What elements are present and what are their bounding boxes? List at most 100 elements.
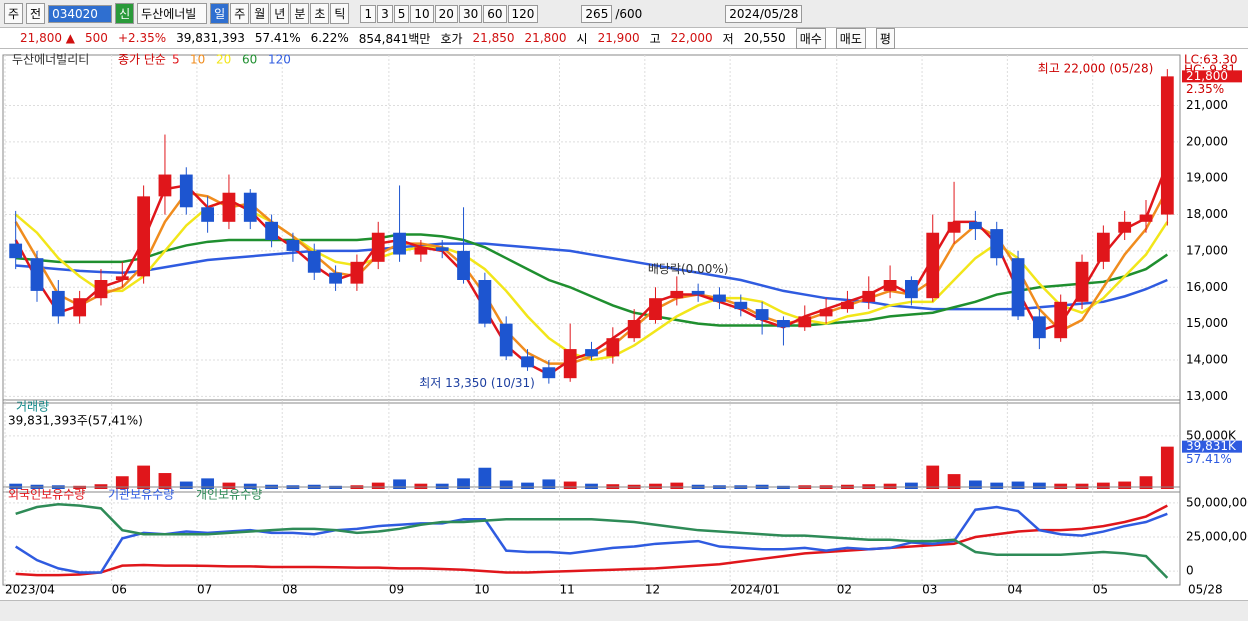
y-tick-label: 21,000: [1186, 98, 1228, 112]
candle-body: [9, 243, 23, 259]
y-tick-label: 14,000: [1186, 353, 1228, 367]
candle-body: [371, 232, 385, 262]
candle-body: [158, 174, 172, 197]
prev[interactable]: 전: [26, 3, 46, 24]
line: [15, 233, 1169, 327]
toolbar-button[interactable]: 5: [393, 4, 410, 23]
volume-bar: [585, 483, 598, 489]
open: 21,900: [597, 31, 640, 45]
y-tick-label: 19,000: [1186, 171, 1228, 185]
count[interactable]: 265: [581, 4, 613, 23]
volume-bar: [670, 482, 684, 489]
y-tick-label: 18,000: [1186, 207, 1228, 221]
candle-body: [563, 349, 577, 379]
candle-body: [457, 250, 470, 280]
candle-body: [1075, 261, 1089, 302]
volume-bar: [883, 483, 897, 489]
buy-button[interactable]: 매수: [795, 27, 826, 49]
candle-body: [926, 232, 940, 299]
volume-bar: [457, 478, 470, 489]
x-tick-label: 03: [922, 583, 937, 597]
candle-body: [201, 207, 215, 222]
panel: [2, 54, 1181, 404]
toolbar-button[interactable]: 분: [290, 3, 310, 24]
rate-label: 2.35%: [1186, 82, 1224, 96]
code-input[interactable]: 034020: [48, 4, 113, 23]
volume-bar: [1118, 481, 1132, 489]
candle-body: [499, 323, 513, 357]
volume: 39,831,393: [176, 31, 245, 45]
candle-body: [542, 367, 556, 379]
volume-bar: [414, 483, 428, 489]
candle-body: [691, 290, 705, 295]
high: 22,000: [670, 31, 713, 45]
volume-bar: [179, 481, 193, 489]
line: [14, 188, 1169, 365]
line: [15, 503, 1169, 579]
toolbar-button[interactable]: 주: [230, 3, 250, 24]
volume-bar: [521, 482, 534, 489]
sell-button[interactable]: 매도: [835, 27, 866, 49]
toolbar-button[interactable]: 30: [458, 4, 483, 23]
x-tick-label: 12: [645, 583, 660, 597]
candle-body: [990, 229, 1004, 259]
candle-body: [1160, 76, 1174, 215]
legend-entry: 10: [190, 53, 205, 67]
avg-button[interactable]: 평: [875, 27, 895, 49]
toolbar-button[interactable]: 일: [210, 3, 230, 24]
volume-bar: [222, 482, 236, 489]
volume-bar: [393, 479, 406, 489]
volume-bar: [1032, 482, 1046, 489]
change: 500: [85, 31, 108, 45]
y-tick-label: 17,000: [1186, 243, 1228, 257]
ma-label: 종가 단순: [118, 53, 166, 67]
toolbar-button[interactable]: 초: [310, 3, 330, 24]
lc-label: LC:63.30: [1184, 53, 1237, 67]
candle-body: [179, 174, 193, 208]
ask: 21,850: [472, 31, 515, 45]
annotation: 최저 13,350 (10/31): [419, 376, 535, 390]
volume-bar: [947, 474, 961, 489]
volume-bar: [1075, 483, 1089, 489]
candle-body: [1054, 301, 1068, 339]
toolbar-button[interactable]: 10: [410, 4, 434, 23]
volume-bar: [115, 476, 129, 489]
annotation: 최고 22,000 (05/28): [1038, 62, 1154, 76]
toolbar-button[interactable]: 20: [434, 4, 458, 23]
line: [15, 242, 1168, 311]
toolbar-button[interactable]: 월: [250, 3, 270, 24]
toolbar-button[interactable]: 1: [360, 4, 377, 23]
toolbar-button[interactable]: 120: [507, 4, 539, 23]
market[interactable]: 주: [4, 3, 24, 24]
turnover: 6.22%: [310, 31, 349, 45]
candle-body: [243, 192, 257, 222]
candle-body: [606, 338, 620, 357]
date[interactable]: 2024/05/28: [725, 4, 803, 23]
x-tick-label: 08: [282, 583, 297, 597]
candle-body: [734, 301, 748, 310]
candle-body: [947, 221, 961, 233]
volume-bar: [905, 482, 918, 489]
volume-bar: [435, 483, 449, 489]
candle-body: [798, 316, 812, 328]
y-tick-label: 25,000,000: [1186, 530, 1248, 544]
toolbar-button[interactable]: 년: [270, 3, 290, 24]
amount: 854,841백만: [358, 31, 431, 46]
volume-marker: [1182, 440, 1242, 453]
y-tick-label: 15,000: [1186, 316, 1228, 330]
volume-bar: [201, 478, 215, 489]
panel: [2, 399, 1181, 493]
low: 20,550: [743, 31, 786, 45]
quote-label: 호가: [440, 31, 463, 46]
toolbar-button[interactable]: 60: [483, 4, 507, 23]
line: [14, 505, 1168, 574]
toolbar-button[interactable]: 틱: [330, 3, 350, 24]
volume-bar: [158, 473, 172, 489]
candle-body: [222, 192, 236, 222]
x-tick-label: 05: [1093, 583, 1108, 597]
x-tick-label: 04: [1007, 583, 1022, 597]
volume-bar: [499, 480, 513, 489]
toolbar-button[interactable]: 3: [377, 4, 393, 23]
volume-bar: [1096, 482, 1110, 489]
